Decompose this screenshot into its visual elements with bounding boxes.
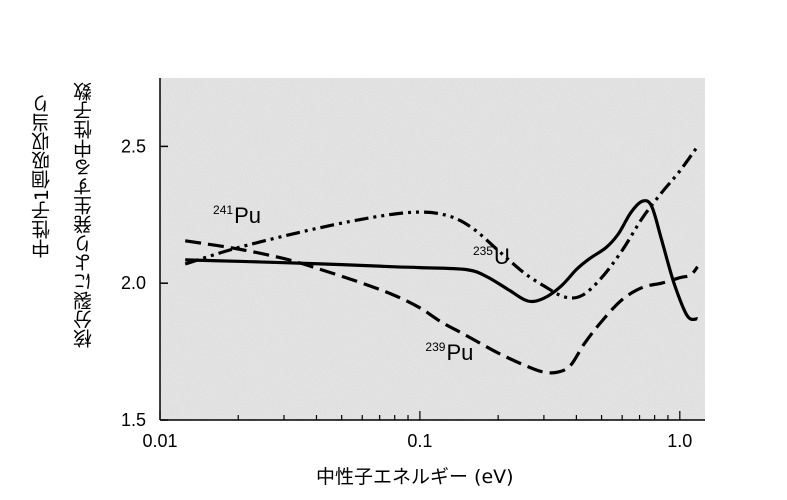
y-tick-label: 2.0 [121, 273, 146, 293]
plot-texture [160, 78, 705, 420]
series-label-241pu: 241Pu [213, 203, 261, 228]
x-tick-label: 0.1 [407, 431, 432, 451]
series-label-239pu: 239Pu [425, 340, 473, 365]
x-axis-title: 中性子エネルギー (eV) [316, 466, 514, 488]
y-axis-title-line-1: 中性子1個吸収当り [31, 94, 53, 259]
series-label-235u: 235U [473, 244, 510, 269]
x-tick-label: 1.0 [667, 431, 692, 451]
x-tick-label: 0.01 [142, 431, 177, 451]
series-line-241pu [184, 145, 699, 300]
series-line-235u [185, 199, 698, 322]
series-line-239pu [184, 239, 699, 375]
y-tick-label: 2.5 [121, 136, 146, 156]
y-tick-label: 1.5 [121, 410, 146, 430]
y-axis-title-line-2: 核分裂により発生する中性子数 [73, 82, 95, 348]
